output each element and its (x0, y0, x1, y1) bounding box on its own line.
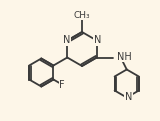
Text: F: F (59, 80, 65, 91)
Text: CH₃: CH₃ (74, 11, 90, 19)
Text: NH: NH (117, 52, 132, 61)
Text: N: N (125, 92, 132, 102)
Text: N: N (94, 35, 101, 45)
Text: N: N (63, 35, 70, 45)
